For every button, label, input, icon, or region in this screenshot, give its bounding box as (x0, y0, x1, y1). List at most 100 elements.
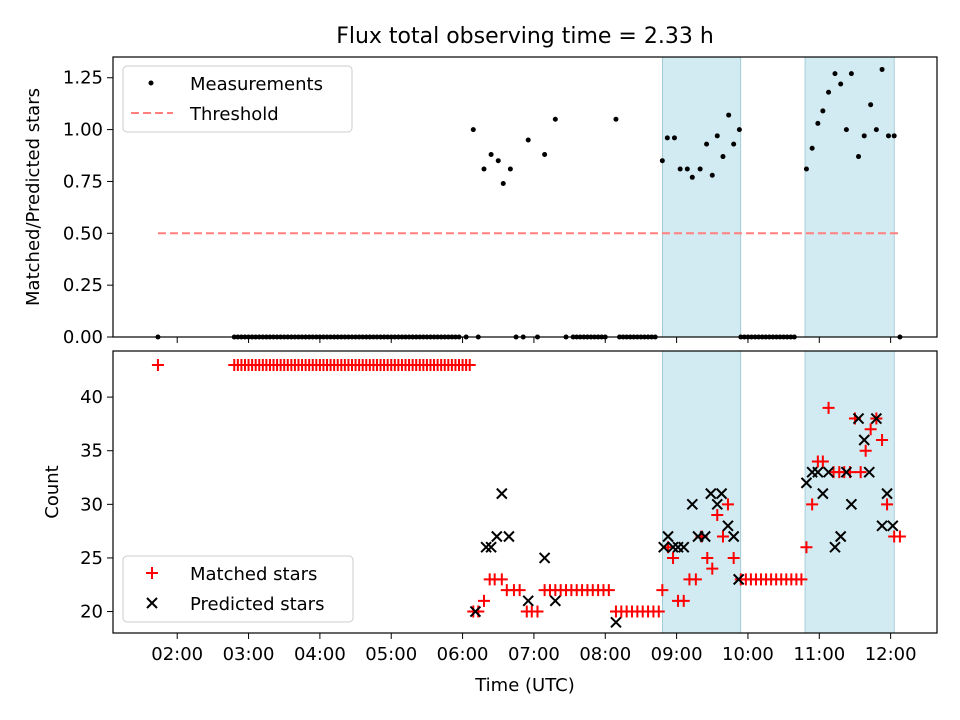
predicted-star-marker (822, 466, 835, 478)
measurement-point (856, 154, 862, 160)
matched-star-marker (806, 498, 819, 511)
top-axes-frame (112, 56, 938, 338)
measurement-point (684, 166, 690, 172)
top-y-tick-label: 1.25 (63, 68, 103, 89)
top-x-ticks (176, 337, 892, 343)
measurement-point (803, 166, 809, 172)
x-tick-label: 12:00 (865, 644, 917, 665)
measurement-point (809, 145, 815, 151)
predicted-star-marker (496, 487, 508, 500)
matched-star-marker (881, 498, 894, 511)
predicted-star-marker (522, 595, 534, 607)
matched-star-marker (513, 584, 526, 597)
measurement-point (736, 127, 742, 133)
measurement-point (470, 127, 476, 133)
predicted-star-marker (705, 487, 717, 500)
top-shaded-intervals (662, 56, 895, 338)
measurement-point (848, 71, 854, 77)
chart-title: Flux total observing time = 2.33 h (336, 24, 714, 49)
measurement-point (659, 158, 665, 164)
bottom-y-tick-label: 30 (80, 494, 103, 515)
measurement-point (677, 166, 683, 172)
bottom-x-ticks: 02:00 03:00 04:00 05:00 06:00 07:00 08:00 09:00… (151, 633, 917, 665)
legend-predicted-marker (146, 597, 158, 609)
top-legend: Measurements Threshold (122, 65, 353, 133)
matched-star-markers (151, 358, 906, 618)
predicted-star-marker (840, 466, 853, 478)
measurement-point (552, 116, 558, 122)
top-y-tick-label: 1.00 (63, 120, 103, 141)
top-y-ticks: 0.00 0.25 0.50 0.75 1.00 1.25 (63, 68, 113, 348)
matched-star-marker (727, 551, 740, 564)
measurement-point (714, 133, 720, 139)
matched-star-marker (652, 605, 665, 618)
measurement-point (868, 102, 874, 108)
x-tick-label: 11:00 (793, 644, 845, 665)
predicted-star-marker (834, 530, 847, 543)
measurement-point (838, 81, 844, 87)
predicted-star-marker (678, 541, 690, 553)
bottom-panel: 20 25 30 35 40 02:00 03:00 04:00 05:00 06:00 07:0… (42, 350, 938, 696)
measurement-point (613, 116, 619, 122)
measurement-point (481, 166, 487, 172)
predicted-star-marker (715, 487, 728, 500)
top-shaded-interval-1 (804, 56, 895, 338)
measurement-point (861, 133, 867, 139)
x-tick-label: 02:00 (151, 644, 203, 665)
legend-matched-marker (146, 567, 158, 579)
predicted-star-marker (711, 498, 723, 511)
predicted-star-marker (876, 520, 888, 532)
bottom-y-tick-label: 35 (80, 441, 103, 462)
matched-star-marker (864, 423, 877, 436)
measurement-point (873, 127, 879, 133)
bottom-legend-box (122, 555, 354, 623)
x-axis-label: Time (UTC) (474, 675, 575, 696)
predicted-star-marker (662, 530, 674, 543)
predicted-star-marker (699, 530, 711, 543)
x-tick-label: 07:00 (508, 644, 560, 665)
measurement-point (704, 141, 710, 147)
bottom-y-axis-label: Count (42, 465, 63, 518)
predicted-star-marker (658, 541, 670, 553)
matched-star-marker (602, 584, 615, 597)
measurement-point (500, 181, 506, 187)
x-tick-label: 09:00 (651, 644, 703, 665)
matched-star-marker (854, 466, 867, 479)
x-tick-label: 04:00 (294, 644, 346, 665)
measurement-point (709, 172, 715, 178)
matched-star-marker (876, 433, 889, 446)
predicted-star-marker (870, 412, 883, 425)
top-y-tick-label: 0.25 (63, 275, 103, 296)
matched-star-marker (477, 594, 490, 607)
measurement-point (664, 135, 670, 141)
predicted-star-marker (469, 605, 482, 618)
bottom-shaded-interval-1 (804, 350, 895, 634)
predicted-star-marker (722, 520, 734, 532)
matched-star-marker (795, 573, 808, 586)
top-y-tick-label: 0.50 (63, 223, 103, 244)
predicted-star-marker (863, 466, 875, 478)
predicted-star-markers (469, 412, 899, 628)
bottom-y-tick-label: 25 (80, 548, 103, 569)
predicted-star-marker (852, 412, 865, 425)
matched-star-marker (701, 551, 714, 564)
bottom-y-tick-label: 20 (80, 602, 103, 623)
predicted-star-marker (881, 487, 893, 500)
predicted-star-marker (667, 541, 679, 553)
matched-star-marker (711, 509, 724, 522)
matched-star-marker (689, 573, 702, 586)
predicted-star-marker (610, 616, 622, 628)
legend-matched-label: Matched stars (190, 564, 317, 585)
measurement-point (720, 154, 726, 160)
measurement-point (726, 112, 732, 118)
predicted-star-marker (829, 541, 841, 553)
top-legend-box (122, 65, 353, 133)
matched-star-marker (822, 401, 835, 414)
matched-star-marker (151, 358, 164, 371)
predicted-star-marker (538, 552, 551, 564)
measurement-point (507, 166, 513, 172)
top-y-axis-label: Matched/Predicted stars (23, 88, 44, 306)
legend-threshold-label: Threshold (189, 104, 279, 125)
predicted-star-marker (845, 498, 858, 511)
